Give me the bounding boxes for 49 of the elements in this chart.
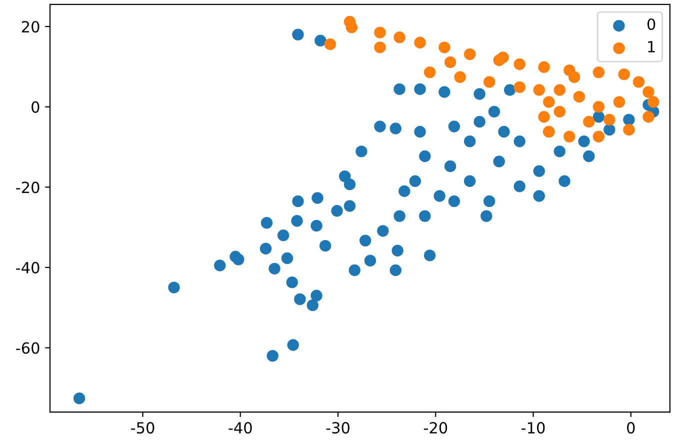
point <box>538 111 550 123</box>
x-tick-label: -40 <box>228 422 252 434</box>
point <box>414 36 426 48</box>
x-tick-label: -20 <box>424 422 448 434</box>
point <box>592 100 605 113</box>
point <box>514 81 526 94</box>
point <box>632 76 645 88</box>
point <box>538 61 550 73</box>
x-tick-label: -30 <box>326 422 350 434</box>
point <box>592 66 605 78</box>
legend-label: 0 <box>647 18 656 30</box>
x-tick-label: -10 <box>522 422 545 434</box>
point <box>374 26 386 38</box>
point <box>346 21 358 34</box>
point <box>564 130 576 142</box>
x-tick-label: 0 <box>627 422 635 434</box>
point <box>497 52 509 64</box>
point <box>543 96 555 108</box>
point <box>623 124 635 136</box>
y-tick-label: -60 <box>16 342 40 354</box>
y-tick-label: 0 <box>32 101 40 113</box>
point <box>613 96 626 108</box>
point <box>464 48 476 60</box>
point <box>573 90 585 103</box>
point <box>642 111 654 123</box>
y-tick-label: -40 <box>16 262 40 274</box>
point <box>554 84 566 96</box>
point <box>583 116 595 128</box>
point <box>604 114 616 126</box>
point <box>444 56 456 68</box>
point <box>438 42 450 54</box>
point <box>454 71 466 83</box>
point <box>618 68 630 80</box>
y-tick-label: -20 <box>16 182 40 194</box>
point <box>324 38 336 50</box>
point <box>642 86 654 98</box>
point <box>568 71 580 83</box>
x-tick-label: -50 <box>131 422 154 434</box>
point <box>424 66 436 78</box>
point <box>592 130 605 142</box>
point <box>394 32 406 44</box>
legend-label: 1 <box>648 41 655 52</box>
point <box>514 58 526 70</box>
y-tick-label: 20 <box>22 20 40 33</box>
point <box>483 76 496 88</box>
point <box>533 84 545 96</box>
point <box>374 42 386 54</box>
point <box>647 96 660 108</box>
point <box>554 106 566 118</box>
